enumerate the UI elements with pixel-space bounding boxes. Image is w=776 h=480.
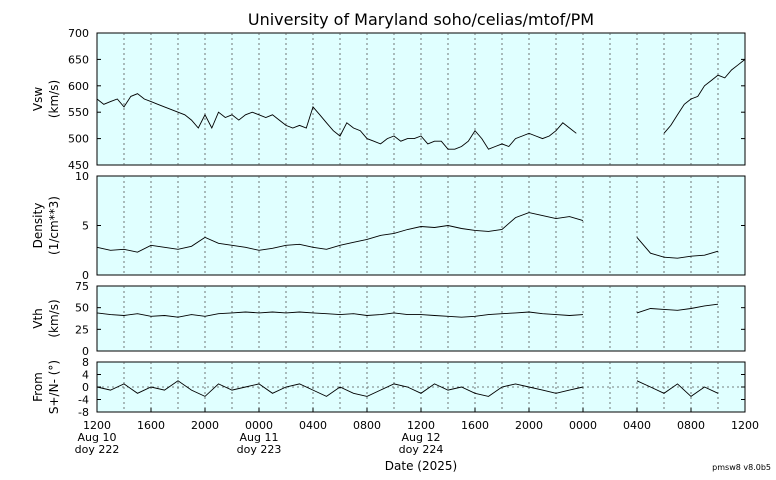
y-axis-label: Vsw [31,87,45,111]
x-tick-label: 2000 [191,419,219,432]
y-tick-label: 650 [68,53,89,66]
panel-0: 450 500 550 600 650 700 Vsw (km/s) [31,27,746,172]
y-tick-label: 600 [68,80,89,93]
y-axis-label: (km/s) [47,299,61,337]
x-tick-label: 0000 [569,419,597,432]
y-axis-label: S+/N- (°) [47,360,61,414]
y-tick-label: 0 [82,269,89,282]
x-tick-label: 1600 [461,419,489,432]
y-tick-label: 25 [75,323,89,336]
x-axis: 1200 1600 2000 0000 0400 0800 1200 1600 2000 0000… [75,408,759,456]
y-tick-label: 5 [82,220,89,233]
y-tick-label: 50 [75,302,89,315]
y-tick-label: 75 [75,280,89,293]
series-line-after-gap [663,59,746,134]
x-tick-label: 0000 [245,419,273,432]
y-axis-label: From [31,372,45,402]
panel-1: 0 5 10 Density (1/cm**3) [31,170,746,282]
x-tick-label: 0800 [353,419,381,432]
x-tick-label: 0800 [677,419,705,432]
series-line [96,311,584,318]
doy-label: doy 224 [399,443,444,456]
x-tick-label: 0400 [299,419,327,432]
doy-label: doy 223 [237,443,282,456]
x-tick-label: 2000 [515,419,543,432]
x-tick-label: 1600 [137,419,165,432]
series-line [96,93,577,150]
panel-2: 0 25 50 75 Vth (km/s) [31,280,746,358]
x-tick-label: 0400 [623,419,651,432]
x-tick-label: 1200 [83,419,111,432]
y-tick-label: 4 [82,369,89,382]
series-line [96,380,584,397]
series-line-after-gap [636,237,719,259]
y-tick-label: 0 [82,381,89,394]
x-tick-label: 1200 [407,419,435,432]
series-line-after-gap [636,303,719,314]
y-tick-label: 8 [82,356,89,369]
y-tick-label: 550 [68,106,89,119]
y-tick-label: 10 [75,170,89,183]
chart-title: University of Maryland soho/celias/mtof/… [248,10,594,29]
x-tick-label: 1200 [731,419,759,432]
y-axis-label: (km/s) [47,80,61,118]
date-label: Aug 11 [240,431,279,444]
doy-label: doy 222 [75,443,120,456]
y-axis-label: Density [31,203,45,249]
date-label: Aug 10 [78,431,117,444]
plot-area [96,175,746,276]
version-label: pmsw8 v8.0b5 [712,463,771,472]
series-line-after-gap [636,380,719,397]
y-axis-label: (1/cm**3) [47,196,61,255]
y-tick-label: -4 [78,394,89,407]
date-label: Aug 12 [402,431,441,444]
y-tick-label: -8 [78,406,89,419]
y-tick-label: 700 [68,27,89,40]
y-axis-label: Vth [31,308,45,329]
y-tick-label: 500 [68,133,89,146]
y-tick-label: 0 [82,345,89,358]
panel-3: 840-4-8 From S+/N- (°) [31,356,746,419]
x-axis-label: Date (2025) [385,459,457,473]
series-line [96,212,584,253]
y-tick-label: 450 [68,159,89,172]
